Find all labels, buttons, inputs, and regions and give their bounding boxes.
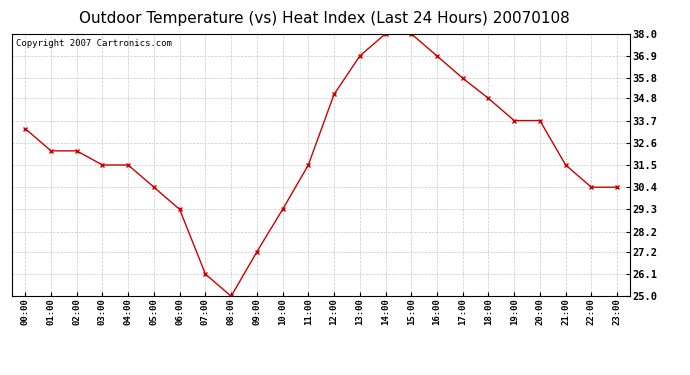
Text: Outdoor Temperature (vs) Heat Index (Last 24 Hours) 20070108: Outdoor Temperature (vs) Heat Index (Las… bbox=[79, 11, 570, 26]
Text: Copyright 2007 Cartronics.com: Copyright 2007 Cartronics.com bbox=[15, 39, 171, 48]
